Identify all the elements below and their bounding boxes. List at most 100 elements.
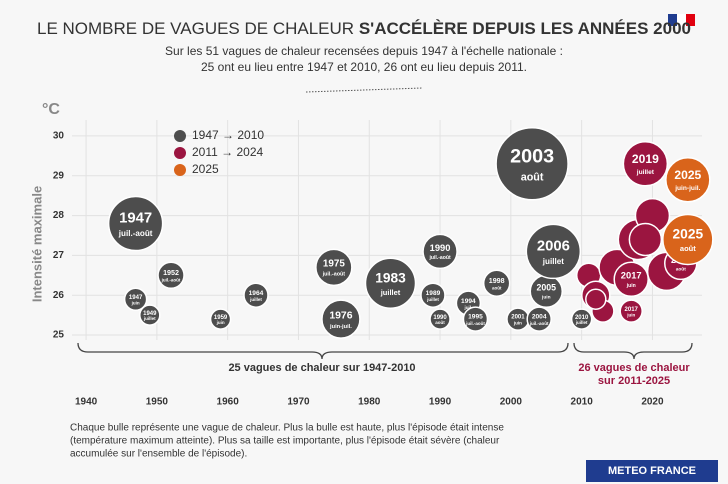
- note: Chaque bulle représente une vague de cha…: [70, 423, 504, 434]
- brace: [77, 342, 569, 360]
- legend: 1947 → 2010 2011 → 2024 2025: [174, 128, 264, 176]
- bubble-sublabel: juillet: [380, 288, 401, 297]
- bubble-label: 1947: [129, 295, 143, 301]
- bubble-label: 2005: [536, 283, 556, 293]
- bubble-sublabel: août: [676, 267, 687, 273]
- bubble-label: 2003: [510, 146, 554, 168]
- bubble-label: 2025: [673, 227, 704, 242]
- bubble-sublabel: juil.-août: [322, 272, 346, 278]
- annotation: sur 2011-2025: [598, 375, 670, 387]
- bubble-label: 2019: [632, 152, 659, 166]
- bubble: [107, 195, 164, 252]
- bubble-label: 2006: [537, 238, 570, 254]
- bubble-label: 1976: [329, 310, 352, 321]
- bubble-sublabel: août: [680, 244, 696, 253]
- bubble: [585, 288, 607, 310]
- bubble-label: 1990: [433, 315, 447, 321]
- bubble-sublabel: juil.-août: [428, 255, 451, 261]
- bubble-sublabel: juil.-août: [529, 321, 549, 326]
- bubble-sublabel: juillet: [143, 316, 156, 321]
- bubble: [662, 213, 714, 266]
- chart-title: LE NOMBRE DE VAGUES DE CHALEUR S'ACCÉLÈR…: [37, 19, 691, 38]
- bubble: [613, 261, 649, 298]
- legend-label: 2011 → 2024: [192, 145, 263, 159]
- bubble: [123, 287, 148, 311]
- y-tick-label: 26: [53, 290, 65, 301]
- bubble-sublabel: juin: [541, 295, 551, 301]
- legend-marker: [174, 164, 186, 176]
- x-tick-label: 1940: [75, 397, 98, 408]
- separator-hatch: [305, 87, 423, 93]
- bubble-sublabel: juin: [131, 301, 140, 306]
- bubble-sublabel: juil.-août: [161, 277, 181, 282]
- bubble-sublabel: juin: [626, 313, 635, 318]
- annotation: 26 vagues de chaleur: [578, 362, 690, 374]
- title-emphasis: S'ACCÉLÈRE DEPUIS LES ANNÉES 2000: [359, 19, 691, 38]
- brand: METEO FRANCE: [608, 465, 696, 477]
- bubble-label: 2017: [624, 307, 638, 313]
- y-axis-label: Intensité maximale: [29, 186, 44, 302]
- logo-flag: [668, 14, 695, 26]
- bubble-sublabel: août: [521, 171, 544, 183]
- bubble: [429, 308, 451, 330]
- bubble: [570, 308, 593, 330]
- bubble: [462, 306, 489, 332]
- bubble-sublabel: juin: [216, 320, 225, 325]
- bubble-sublabel: août: [435, 320, 445, 325]
- bubble-label: 1990: [430, 243, 451, 253]
- note: accumulée sur l'ensemble de l'épisode).: [70, 449, 247, 460]
- y-tick-label: 27: [53, 250, 65, 261]
- note: (température maximum atteinte). Plus sa …: [70, 436, 500, 447]
- x-tick-label: 1980: [358, 397, 381, 408]
- x-tick-label: 1960: [217, 397, 240, 408]
- y-tick-label: 29: [53, 170, 65, 181]
- legend-marker: [174, 130, 186, 142]
- bubble: [525, 223, 582, 280]
- bubble-sublabel: juil.-août: [465, 321, 485, 326]
- x-tick-label: 2020: [641, 397, 664, 408]
- bubble: [139, 304, 161, 326]
- separator: [305, 87, 423, 93]
- bubble-sublabel: juillet: [636, 169, 655, 176]
- flag-blue: [668, 14, 677, 26]
- bubble-sublabel: août: [492, 285, 502, 290]
- bubble: [364, 257, 417, 310]
- flag-red: [686, 14, 695, 26]
- bubble: [619, 299, 643, 323]
- x-tick-label: 1970: [287, 397, 310, 408]
- bubble-sublabel: juin-juil.: [674, 185, 700, 192]
- title-part: LE NOMBRE DE VAGUES DE CHALEUR: [37, 19, 354, 38]
- bubble-sublabel: juil.-août: [118, 229, 153, 238]
- bubble-sublabel: juil.: [464, 305, 473, 310]
- bubbles: 1947juil.-août1947juin1949juillet1952jui…: [107, 127, 714, 339]
- legend-marker: [174, 147, 186, 159]
- subtitle: Sur les 51 vagues de chaleur recensées d…: [165, 44, 563, 58]
- y-tick-label: 25: [53, 330, 65, 341]
- bubble-label: 1964: [249, 290, 264, 297]
- bubble: [495, 127, 569, 201]
- bubble: [420, 282, 446, 308]
- bubble-label: 1994: [461, 298, 476, 305]
- bubble-sublabel: juillet: [575, 320, 588, 325]
- x-tick-label: 1950: [146, 397, 169, 408]
- bubble: [315, 248, 353, 287]
- brace: [573, 342, 693, 360]
- bubble-sublabel: juillet: [542, 257, 564, 266]
- annotation: 25 vagues de chaleur sur 1947-2010: [228, 362, 415, 374]
- bubble-label: 2017: [621, 271, 642, 281]
- x-tick-label: 2000: [500, 397, 523, 408]
- bubble-sublabel: juin: [513, 320, 522, 325]
- grid: 25 26 27 28 29 30 1940 1950 1960 1970 1980 1990 2000…: [53, 120, 702, 408]
- bubble-label: 1975: [323, 259, 345, 270]
- bubble-label: 2004: [532, 314, 547, 321]
- bubble-sublabel: juillet: [426, 297, 439, 302]
- bubble: [209, 308, 232, 330]
- bubble: [526, 306, 552, 332]
- bubble-label: 1983: [375, 270, 406, 285]
- bubble: [665, 156, 711, 203]
- x-tick-label: 2010: [571, 397, 594, 408]
- bubble-sublabel: juillet: [249, 297, 262, 302]
- flag-white: [677, 14, 686, 26]
- bubble: [628, 222, 663, 257]
